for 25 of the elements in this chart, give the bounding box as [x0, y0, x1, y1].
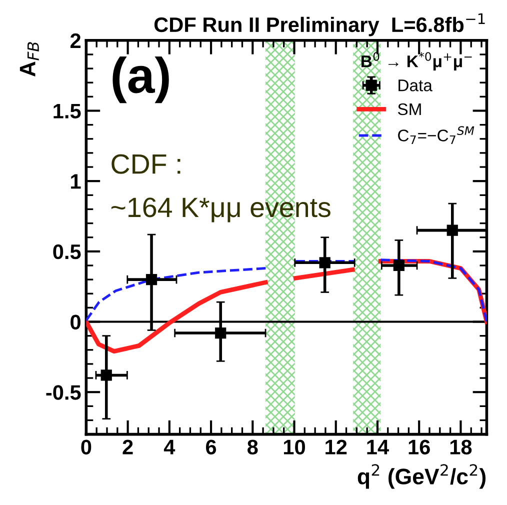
- legend-label: Data: [398, 80, 432, 92]
- annotation: ~164 K*μμ events: [111, 198, 330, 222]
- x-tick-label: 0: [81, 440, 92, 454]
- x-tick-label: 6: [206, 440, 216, 454]
- x-tick-label: 18: [450, 440, 472, 454]
- y-tick-label: 2: [70, 33, 80, 48]
- x-tick-label: 4: [164, 440, 176, 454]
- chart-title: CDF Run II Preliminary L=6.8fb$^{−1}$: [154, 13, 485, 36]
- x-axis-title: q$^{2}$ (GeV$^{2}$/c$^{2}$): [358, 464, 486, 489]
- legend-label: C$_{7}$=−C$_{7}$$^{SM}$: [398, 126, 474, 144]
- y-tick-label: 1: [71, 174, 81, 189]
- annotation: CDF :: [112, 154, 180, 174]
- y-tick-label: 0: [70, 314, 80, 330]
- y-axis-title: A$_{FB}$: [20, 42, 39, 77]
- y-tick-label: 1.5: [54, 104, 81, 118]
- x-tick-label: 12: [326, 440, 347, 454]
- x-tick-label: 8: [248, 440, 258, 454]
- legend-label: SM: [398, 103, 421, 116]
- y-tick-label: 0.5: [53, 244, 81, 260]
- x-tick-label: 2: [122, 440, 133, 454]
- x-tick-label: 10: [284, 440, 305, 454]
- y-tick-label: -0.5: [46, 385, 81, 400]
- annotation: (a): [112, 56, 169, 104]
- x-tick-label: 16: [408, 440, 430, 454]
- x-tick-label: 14: [367, 440, 389, 454]
